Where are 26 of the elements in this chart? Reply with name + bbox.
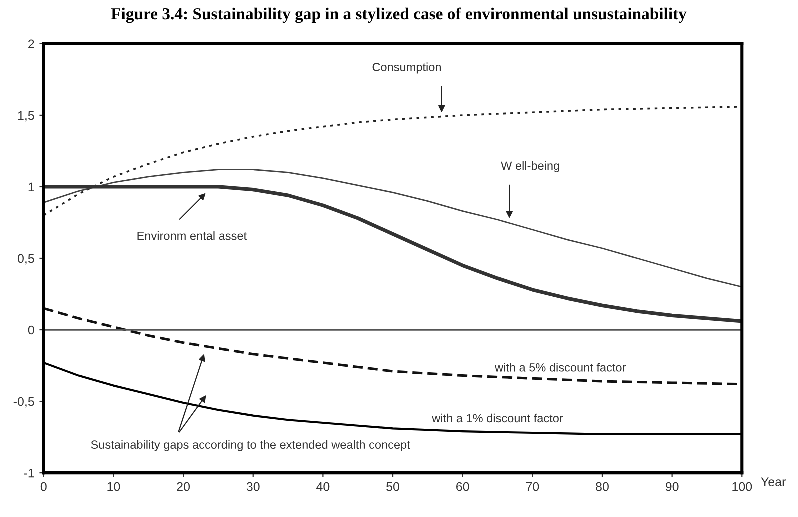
x-tick-label: 10 bbox=[108, 482, 120, 492]
y-tick-label: -1 bbox=[24, 468, 34, 478]
x-tick-label: 0 bbox=[40, 482, 47, 492]
chart-title: Figure 3.4: Sustainability gap in a stylized case of environmental unsustainability bbox=[111, 8, 687, 24]
annotation: with a 1% discount factor bbox=[432, 414, 564, 423]
y-tick-label: 2 bbox=[28, 40, 34, 48]
y-tick-label: 1,5 bbox=[18, 111, 34, 122]
x-tick-label: 90 bbox=[666, 482, 679, 492]
x-tick-label: 70 bbox=[526, 482, 540, 492]
annotation: W ell-being bbox=[501, 161, 560, 172]
x-tick-label: 50 bbox=[386, 482, 400, 492]
x-axis-title: Year bbox=[761, 478, 786, 487]
x-tick-label: 40 bbox=[316, 482, 330, 492]
x-tick-label: 100 bbox=[732, 482, 752, 492]
x-tick-label: 60 bbox=[456, 482, 470, 492]
y-tick-label: 0 bbox=[28, 326, 34, 335]
x-tick-label: 80 bbox=[596, 482, 609, 492]
annotation: Environm ental asset bbox=[138, 232, 247, 240]
x-tick-label: 30 bbox=[246, 482, 260, 492]
annotation: Sustainability gaps according to the extended wealth concept bbox=[91, 440, 410, 452]
annotation: Consumption bbox=[372, 62, 441, 74]
y-tick-label: -0,5 bbox=[14, 397, 34, 408]
annotation: with a 5% discount factor bbox=[494, 363, 626, 372]
x-tick-label: 20 bbox=[177, 482, 190, 492]
y-tick-label: 0,5 bbox=[18, 254, 34, 265]
y-tick-label: 1 bbox=[28, 182, 34, 192]
